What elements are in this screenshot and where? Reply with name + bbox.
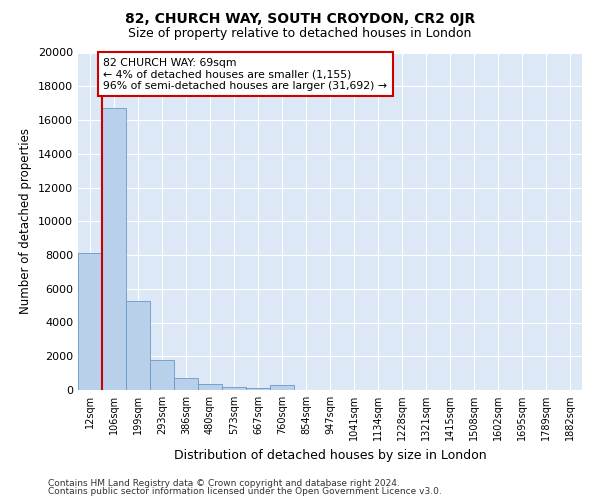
Bar: [198, 384, 222, 390]
Text: Contains HM Land Registry data © Crown copyright and database right 2024.: Contains HM Land Registry data © Crown c…: [48, 478, 400, 488]
Bar: [102, 108, 126, 390]
Bar: [150, 360, 174, 390]
X-axis label: Distribution of detached houses by size in London: Distribution of detached houses by size …: [173, 448, 487, 462]
Text: Size of property relative to detached houses in London: Size of property relative to detached ho…: [128, 28, 472, 40]
Y-axis label: Number of detached properties: Number of detached properties: [19, 128, 32, 314]
Text: 82 CHURCH WAY: 69sqm
← 4% of detached houses are smaller (1,155)
96% of semi-det: 82 CHURCH WAY: 69sqm ← 4% of detached ho…: [103, 58, 387, 91]
Bar: [246, 388, 270, 390]
Bar: [78, 254, 102, 390]
Bar: [270, 385, 294, 390]
Text: 82, CHURCH WAY, SOUTH CROYDON, CR2 0JR: 82, CHURCH WAY, SOUTH CROYDON, CR2 0JR: [125, 12, 475, 26]
Bar: [126, 300, 150, 390]
Bar: [222, 387, 246, 390]
Text: Contains public sector information licensed under the Open Government Licence v3: Contains public sector information licen…: [48, 487, 442, 496]
Bar: [174, 378, 198, 390]
